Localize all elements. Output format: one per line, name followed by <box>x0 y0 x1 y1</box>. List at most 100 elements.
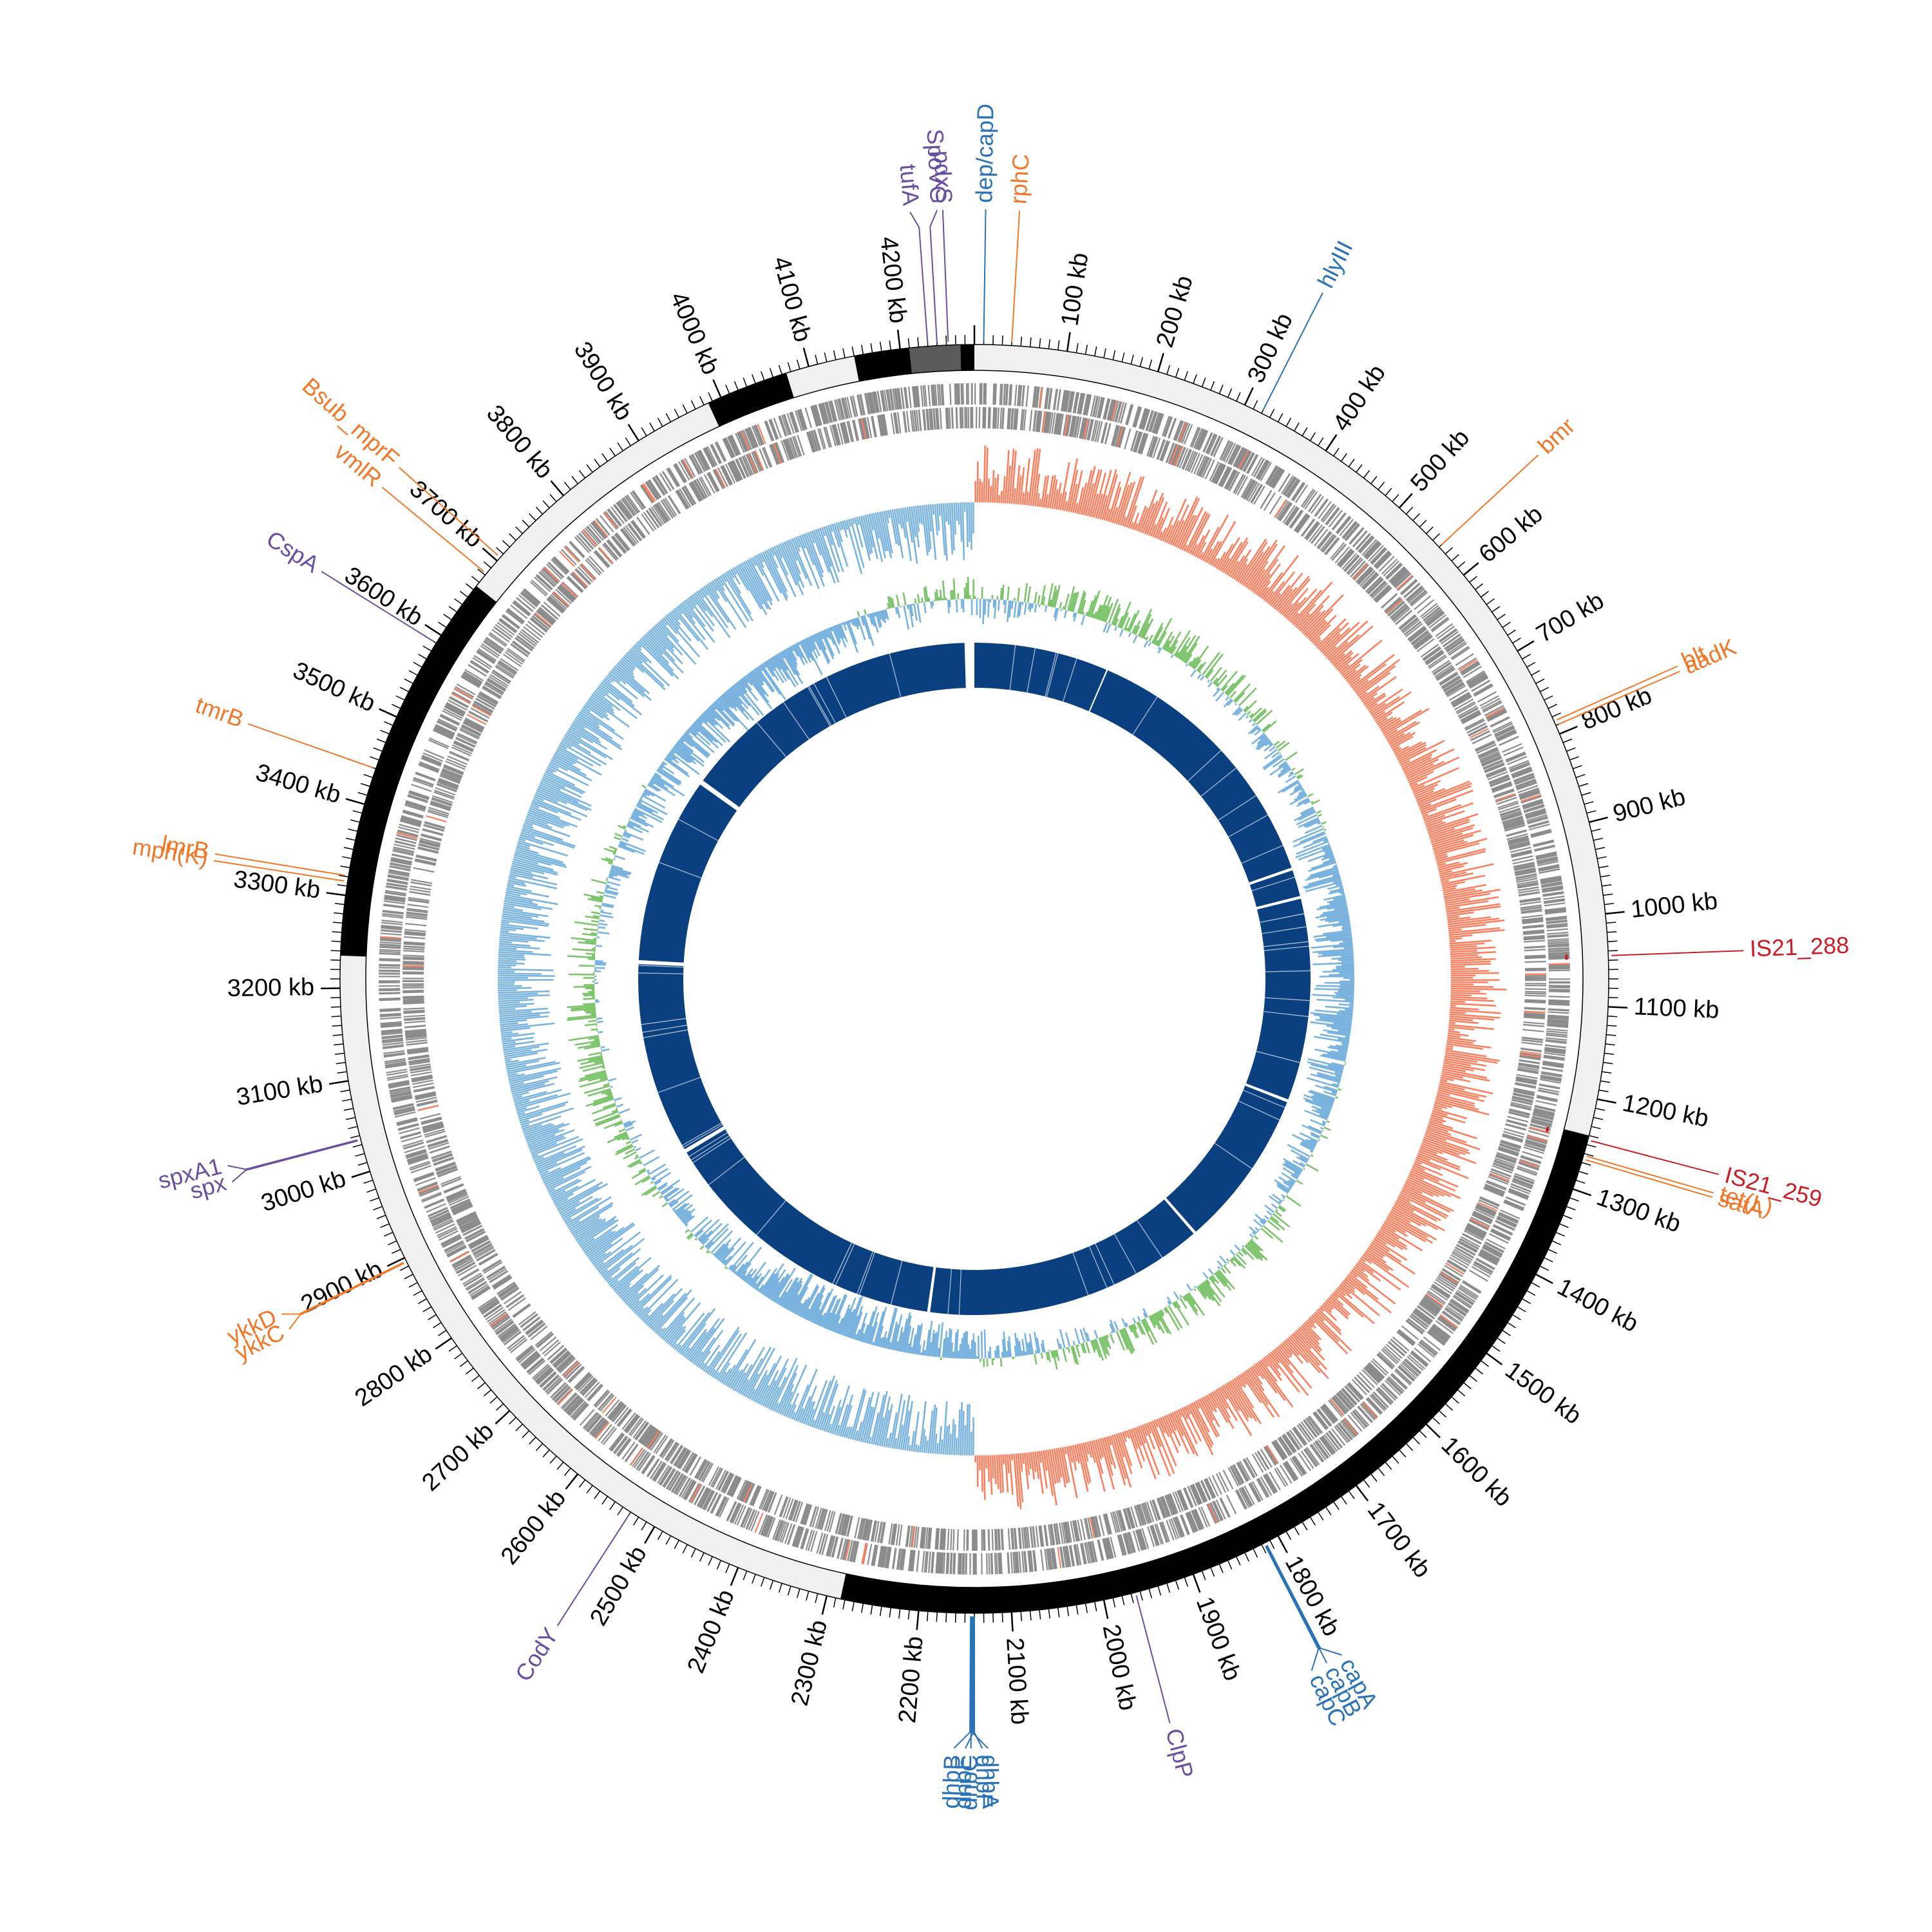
tick-label-3600: 3600 kb <box>340 562 428 632</box>
homology-block-7 <box>687 1129 934 1312</box>
gene-label-dep-capd: dep/capD <box>971 104 998 204</box>
tick-label-500: 500 kb <box>1406 424 1475 497</box>
tick-label-2400: 2400 kb <box>683 1586 740 1677</box>
mobile-element-marker <box>1545 1126 1549 1133</box>
tick-label-3400: 3400 kb <box>252 759 344 809</box>
label-leader-spxa1 <box>227 1139 358 1170</box>
gene-label-aadk: aadK <box>1680 633 1739 679</box>
tick-label-800: 800 kb <box>1578 682 1656 735</box>
label-leader-bmr <box>1441 454 1539 545</box>
feature-track-reverse <box>402 406 1547 1551</box>
label-leader-is21-259 <box>1591 1140 1719 1175</box>
tick-label-100: 100 kb <box>1056 251 1094 328</box>
tick-label-1000: 1000 kb <box>1629 887 1719 923</box>
tick-label-900: 900 kb <box>1611 783 1689 828</box>
gene-label-hlyiii: hlyIII <box>1312 236 1358 292</box>
tick-label-3200: 3200 kb <box>227 974 315 1002</box>
contig-segment-9 <box>909 345 961 374</box>
label-leader-ykkc <box>289 1262 404 1330</box>
label-leader-dhbb <box>953 1616 972 1749</box>
label-leader-spovg <box>929 210 938 343</box>
gene-label-spovg: SpoVG <box>922 128 952 204</box>
tick-label-3900: 3900 kb <box>569 337 638 426</box>
tick-label-300: 300 kb <box>1242 309 1298 387</box>
gene-label-dhbc: dhbC <box>956 1755 982 1810</box>
gene-label-clpp: ClpP <box>1160 1726 1198 1781</box>
label-leader-aadk <box>1558 670 1680 725</box>
gc-content-track <box>567 576 1355 1370</box>
feature-tracks <box>378 383 1571 1575</box>
homology-block-6 <box>930 1199 1194 1315</box>
tick-label-3500: 3500 kb <box>289 657 379 717</box>
tick-label-600: 600 kb <box>1474 500 1548 568</box>
label-leader-cspa <box>321 571 434 642</box>
tick-label-2000: 2000 kb <box>1097 1622 1142 1713</box>
label-leader-tufa <box>909 211 929 343</box>
contig-segment-5 <box>476 402 719 602</box>
tick-label-1600: 1600 kb <box>1436 1432 1517 1512</box>
gene-label-dhba: dhbA <box>977 1754 1004 1809</box>
homology-block-2 <box>1090 670 1292 883</box>
tick-label-2600: 2600 kb <box>496 1485 571 1570</box>
tick-label-1900: 1900 kb <box>1191 1593 1246 1684</box>
tick-label-1800: 1800 kb <box>1280 1551 1345 1641</box>
contig-segment-4 <box>340 585 497 957</box>
gene-label-dhbf: dhbF <box>971 1755 998 1808</box>
contig-ring <box>339 344 1609 1614</box>
label-leader-capc <box>1265 1546 1320 1671</box>
tick-label-1100: 1100 kb <box>1633 993 1719 1024</box>
homology-ring <box>638 643 1311 1315</box>
tick-label-4200: 4200 kb <box>875 235 912 325</box>
label-leader-tmrb <box>248 723 374 768</box>
gc-skew-positive <box>974 445 1507 1510</box>
feature-track-reverse-highlight <box>402 411 1547 1548</box>
label-leader-mph-k- <box>214 860 345 882</box>
gene-label-pdxs: pdxS <box>929 150 958 204</box>
contig-segment-10 <box>960 345 974 371</box>
contig-segment-3 <box>340 955 846 1599</box>
homology-block-8 <box>638 964 724 1150</box>
gene-label-tmrb: tmrB <box>192 691 247 732</box>
label-leader-dhba <box>971 1616 989 1749</box>
gene-label-tufa: tufA <box>895 163 924 206</box>
label-leader-is21-288 <box>1611 950 1744 956</box>
tick-label-2100: 2100 kb <box>1001 1637 1033 1725</box>
tick-label-2500: 2500 kb <box>585 1542 652 1631</box>
contig-segment-8 <box>854 348 913 382</box>
gene-label-is21-288: IS21_288 <box>1749 932 1850 962</box>
gene-label-bmr: bmr <box>1533 412 1580 459</box>
gene-label-rphc: rphC <box>1005 153 1034 205</box>
gene-label-dhbe: dhbE <box>949 1755 976 1810</box>
homology-block-9 <box>638 784 737 963</box>
label-leader-dep-capd <box>983 209 987 342</box>
tick-label-4100: 4100 kb <box>768 254 817 345</box>
feature-track-forward <box>378 383 1571 1575</box>
tick-label-2200: 2200 kb <box>894 1635 929 1724</box>
gc-skew-track <box>497 445 1507 1510</box>
tick-label-1500: 1500 kb <box>1500 1356 1586 1430</box>
label-leader-cody <box>556 1514 630 1626</box>
label-leader-vmlr <box>381 486 484 573</box>
label-leader-spx <box>231 1140 358 1183</box>
label-leader-capb <box>1265 1545 1328 1663</box>
gc-content-negative <box>594 598 1355 1359</box>
tick-label-4000: 4000 kb <box>665 288 724 379</box>
label-leader-sata <box>1586 1159 1713 1198</box>
gc-content-positive <box>567 576 1347 1370</box>
tick-label-2700: 2700 kb <box>417 1417 499 1497</box>
feature-track-forward-highlight <box>380 386 1570 1569</box>
homology-block-10 <box>703 643 966 808</box>
tick-label-3700: 3700 kb <box>404 475 488 553</box>
homology-block-1 <box>974 643 1107 712</box>
label-leader-bsub-mprf <box>399 467 498 556</box>
homology-block-5 <box>1166 1085 1287 1232</box>
tick-label-2800: 2800 kb <box>350 1340 437 1412</box>
tick-label-3000: 3000 kb <box>258 1165 349 1217</box>
major-ticks <box>321 325 1628 1632</box>
tick-label-200: 200 kb <box>1151 272 1198 350</box>
tick-label-3800: 3800 kb <box>481 400 558 484</box>
tick-label-3100: 3100 kb <box>234 1070 325 1111</box>
label-leader-blt <box>1557 665 1678 721</box>
